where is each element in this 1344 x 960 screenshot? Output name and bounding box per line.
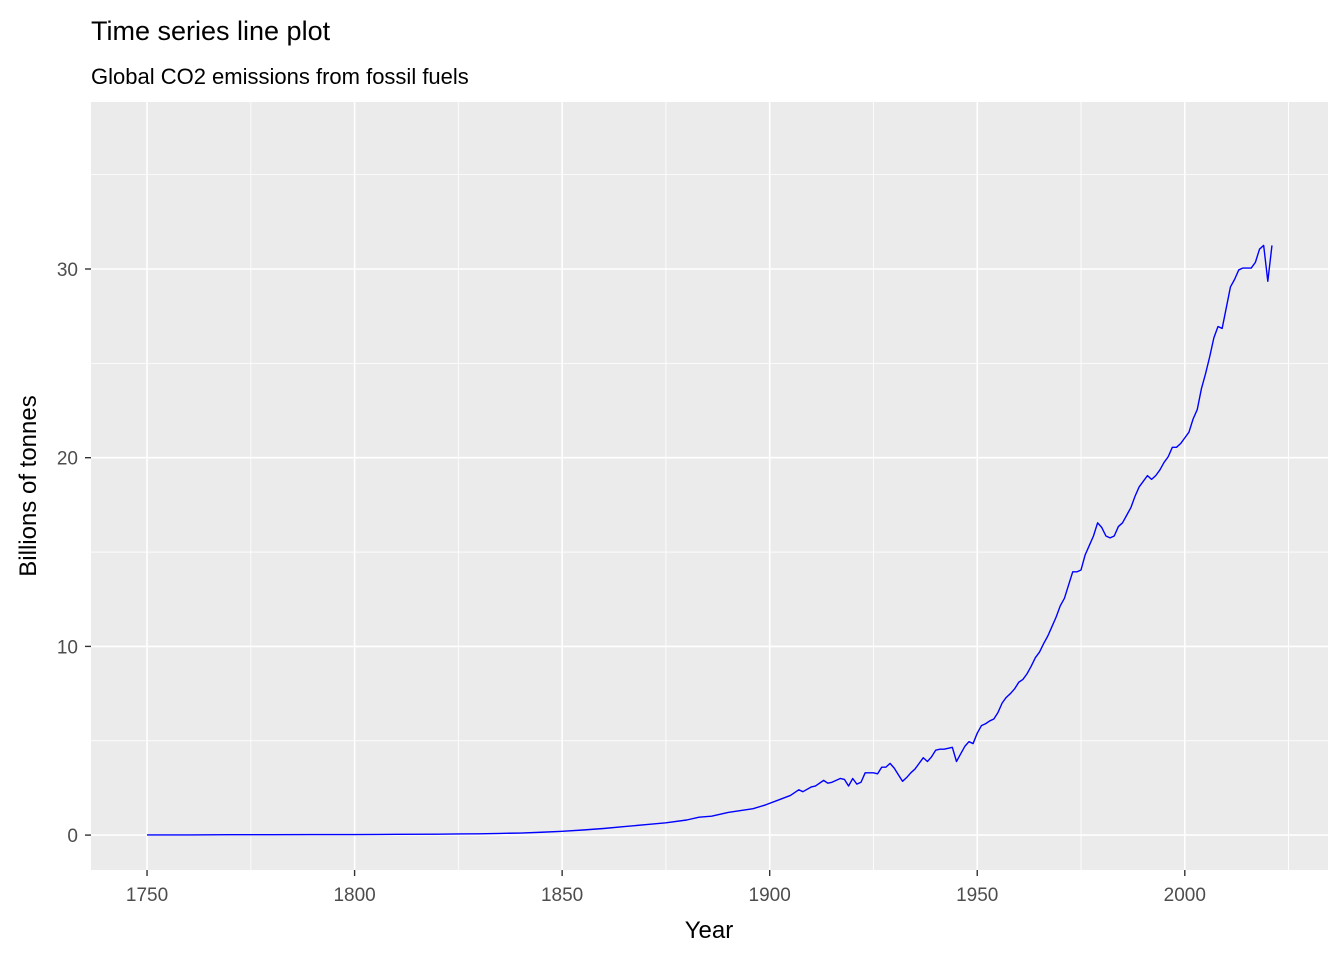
- chart-title: Time series line plot: [91, 16, 331, 46]
- x-tick-label: 1900: [749, 885, 791, 906]
- chart-subtitle: Global CO2 emissions from fossil fuels: [91, 64, 469, 89]
- y-tick-label: 0: [67, 826, 78, 847]
- x-tick-label: 1850: [541, 885, 583, 906]
- y-tick-label: 10: [57, 637, 78, 658]
- x-tick-label: 2000: [1164, 885, 1206, 906]
- y-tick-label: 30: [57, 260, 78, 281]
- y-tick-label: 20: [57, 449, 78, 470]
- co2-emissions-line: [147, 244, 1273, 836]
- minor-gridlines: [91, 102, 1328, 870]
- y-axis-ticks: 0 10 20 30: [57, 260, 91, 847]
- x-tick-label: 1800: [333, 885, 375, 906]
- plot-panel: [91, 102, 1328, 870]
- x-tick-label: 1950: [956, 885, 998, 906]
- major-gridlines: [91, 102, 1328, 870]
- x-axis-title: Year: [685, 917, 734, 944]
- y-axis-title: Billions of tonnes: [15, 395, 42, 576]
- x-axis-ticks: 1750 1800 1850 1900 1950 2000: [126, 870, 1206, 906]
- x-tick-label: 1750: [126, 885, 168, 906]
